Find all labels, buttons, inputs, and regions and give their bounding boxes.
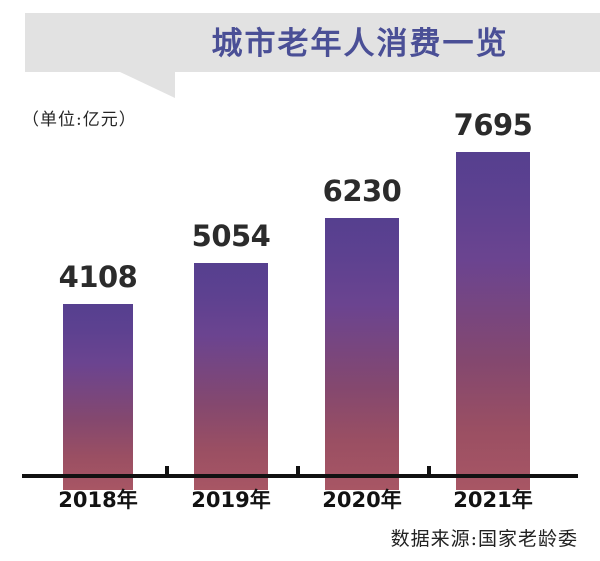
bar-group-2019: 5054 bbox=[191, 0, 271, 490]
x-axis-line bbox=[22, 474, 578, 478]
unit-label: （单位:亿元） bbox=[22, 110, 137, 130]
bar-group-2020: 6230 bbox=[322, 0, 402, 490]
axis-label-2018: 2018年 bbox=[58, 488, 138, 512]
bar-2018[interactable] bbox=[63, 304, 133, 490]
bar-value-label: 7695 bbox=[453, 108, 533, 142]
axis-label-2021: 2021年 bbox=[453, 488, 533, 512]
bar-value-label: 5054 bbox=[191, 219, 271, 253]
bar-2020[interactable] bbox=[325, 218, 399, 490]
bar-2021[interactable] bbox=[456, 152, 530, 490]
bar-value-label: 4108 bbox=[58, 260, 138, 294]
page-title: 城市老年人消费一览 bbox=[211, 26, 509, 62]
chart-plot-area: 4108 5054 6230 7695 bbox=[59, 0, 533, 490]
source-note: 数据来源:国家老龄委 bbox=[390, 528, 578, 550]
axis-tick bbox=[427, 466, 431, 475]
bar-2019[interactable] bbox=[194, 263, 268, 490]
axis-label-2019: 2019年 bbox=[191, 488, 271, 512]
axis-label-2020: 2020年 bbox=[322, 488, 402, 512]
bar-group-2021: 7695 bbox=[453, 0, 533, 490]
bar-group-2018: 4108 bbox=[59, 0, 138, 490]
axis-tick bbox=[296, 466, 300, 475]
bar-value-label: 6230 bbox=[322, 174, 402, 208]
axis-tick bbox=[165, 466, 169, 475]
